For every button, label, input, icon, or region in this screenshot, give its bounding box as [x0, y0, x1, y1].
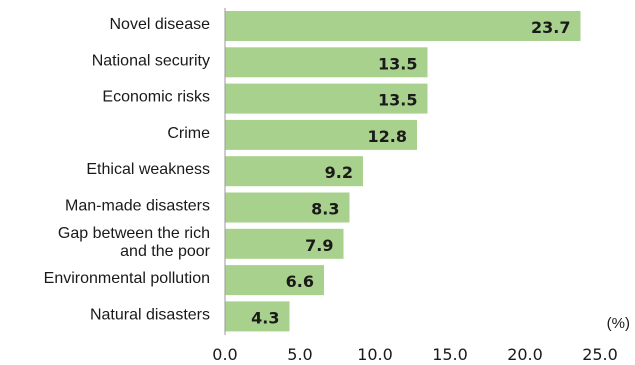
value-label-0: 23.7 — [531, 18, 570, 37]
category-label-6: Gap between the rich and the poor — [58, 225, 211, 260]
category-label-4: Ethical weakness — [86, 161, 210, 178]
category-labels: Novel disease National security Economic r… — [44, 16, 211, 323]
value-label-4: 9.2 — [325, 163, 353, 182]
value-label-8: 4.3 — [251, 308, 279, 327]
x-tick-label-1: 5.0 — [287, 345, 312, 364]
bar-8 — [225, 301, 290, 332]
category-label-2: Economic risks — [102, 89, 210, 106]
bar-5 — [225, 192, 350, 223]
x-tick-label-0: 0.0 — [212, 345, 237, 364]
x-tick-label-2: 10.0 — [357, 345, 393, 364]
category-label-6-line-1: and the poor — [120, 243, 211, 260]
value-label-2: 13.5 — [378, 91, 417, 110]
bar-0 — [225, 11, 581, 41]
bar-7 — [225, 265, 324, 296]
value-label-1: 13.5 — [378, 54, 417, 73]
value-label-3: 12.8 — [368, 127, 407, 146]
bar-2 — [225, 83, 428, 114]
category-label-3: Crime — [167, 125, 210, 142]
bar-1 — [225, 47, 428, 78]
x-tick-label-4: 20.0 — [507, 345, 543, 364]
bar-4 — [225, 156, 363, 187]
value-label-6: 7.9 — [305, 236, 333, 255]
category-label-7: Environmental pollution — [44, 270, 210, 287]
category-label-5: Man-made disasters — [65, 198, 210, 215]
category-label-6-line-0: Gap between the rich — [58, 225, 210, 242]
bar-6 — [225, 228, 344, 259]
bar-3 — [225, 119, 417, 150]
category-label-8: Natural disasters — [90, 306, 210, 323]
category-label-0: Novel disease — [110, 16, 211, 33]
value-labels: 23.7 13.5 13.5 12.8 9.2 8.3 7.9 6.6 4.3 — [251, 18, 570, 327]
value-label-7: 6.6 — [286, 272, 314, 291]
category-label-1: National security — [92, 52, 210, 69]
x-tick-label-5: 25.0 — [582, 345, 618, 364]
unit-label: (%) — [607, 315, 630, 332]
x-tick-labels: 0.0 5.0 10.0 15.0 20.0 25.0 — [212, 345, 618, 364]
bars-group — [225, 11, 581, 332]
value-label-5: 8.3 — [311, 200, 339, 219]
x-tick-label-3: 15.0 — [432, 345, 468, 364]
